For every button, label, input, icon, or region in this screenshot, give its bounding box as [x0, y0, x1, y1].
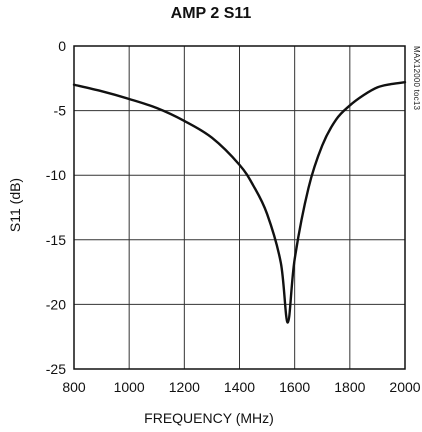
y-tick-label: -10 — [46, 167, 66, 183]
x-tick-label: 1600 — [279, 379, 310, 395]
x-tick-label: 1800 — [334, 379, 365, 395]
y-axis-label: S11 (dB) — [7, 178, 23, 232]
chart-title: AMP 2 S11 — [170, 5, 252, 22]
grid-lines — [73, 45, 406, 370]
side-label: MAX12000 toc13 — [412, 46, 421, 111]
y-tick-label: -5 — [54, 103, 67, 119]
x-axis-label: FREQUENCY (MHz) — [144, 410, 274, 426]
x-tick-label: 1000 — [114, 379, 145, 395]
x-tick-label: 800 — [62, 379, 86, 395]
x-tick-label: 2000 — [389, 379, 420, 395]
x-tick-label: 1400 — [224, 379, 255, 395]
y-tick-label: -15 — [46, 232, 66, 248]
y-tick-label: -20 — [46, 296, 66, 312]
series-layer — [72, 80, 407, 324]
axes — [73, 45, 406, 370]
plot-border — [73, 45, 406, 370]
tick-labels: 800 1000 1200 1400 1600 1800 2000 0 -5 -10 -15 -20 -… — [46, 38, 421, 395]
y-tick-label: 0 — [58, 38, 66, 54]
s11-series-line — [72, 80, 407, 324]
x-tick-label: 1200 — [169, 379, 200, 395]
y-tick-label: -25 — [46, 361, 66, 377]
